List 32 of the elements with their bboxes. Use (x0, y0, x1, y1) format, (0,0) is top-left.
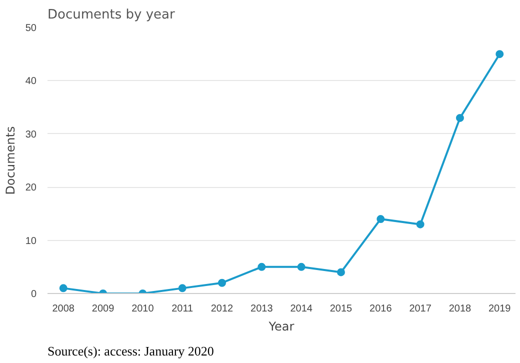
point (376, 215, 385, 224)
x-tick-label: 2010 (132, 304, 154, 314)
point (336, 268, 345, 276)
y-tick-label: 50 (25, 23, 37, 34)
point (297, 262, 306, 271)
y-tick-label: 40 (25, 76, 37, 88)
x-tick-label: 2011 (172, 304, 194, 314)
x-tick-label: 2014 (290, 304, 313, 314)
point (218, 278, 226, 287)
x-tick-label: 2013 (250, 304, 274, 314)
point (456, 114, 464, 122)
x-tick-label: 2017 (409, 304, 432, 314)
x-tick-label: 2015 (330, 304, 353, 314)
source-note: Source(s): access: January 2020 (48, 344, 214, 358)
point (59, 284, 68, 292)
x-tick-label: 2019 (488, 304, 512, 314)
point (496, 50, 504, 58)
y-tick-label: 20 (25, 182, 37, 194)
x-tick-label: 2008 (52, 304, 75, 314)
y-tick-label: 10 (25, 236, 37, 247)
y-axis-title: Documents (3, 126, 18, 195)
chart-title: Documents by year (48, 8, 176, 22)
x-tick-label: 2018 (448, 304, 472, 314)
point (258, 262, 266, 271)
x-tick-label: 2016 (370, 304, 392, 314)
x-axis-title: Year (268, 320, 294, 334)
x-tick-label: 2012 (210, 304, 234, 314)
point (178, 284, 186, 292)
point (416, 220, 424, 228)
x-tick-label: 2009 (92, 304, 115, 314)
y-tick-label: 30 (25, 129, 37, 140)
y-tick-label: 0 (30, 289, 37, 300)
